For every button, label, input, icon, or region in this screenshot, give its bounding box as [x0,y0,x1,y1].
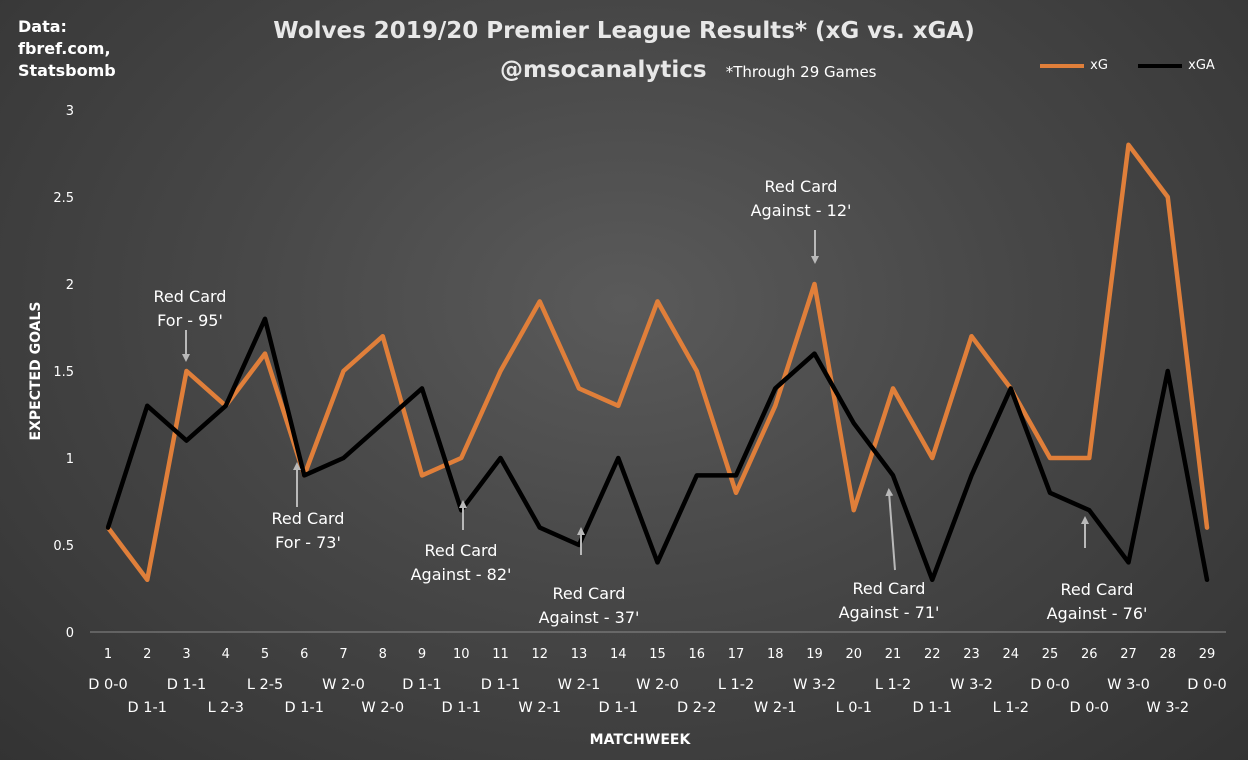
x-tick-label: 25 [1042,647,1059,662]
x-tick-label: 16 [688,647,705,662]
x-tick-label: 11 [492,647,509,662]
x-tick-label: 21 [885,647,902,662]
legend-swatch-xg [1040,63,1084,68]
result-label: W 2-0 [636,677,679,693]
result-label: D 0-0 [1030,677,1069,693]
x-tick-label: 20 [845,647,862,662]
x-tick-label: 24 [1002,647,1019,662]
annotation-line2: Against - 76' [1047,604,1148,623]
x-tick-label: 6 [300,647,308,662]
result-label: D 1-1 [128,700,167,716]
result-label: D 0-0 [88,677,127,693]
x-tick-label: 10 [453,647,470,662]
x-tick-label: 23 [963,647,980,662]
result-label: D 1-1 [167,677,206,693]
y-tick-label: 0.5 [53,539,74,554]
x-tick-label: 18 [767,647,784,662]
result-label: D 1-1 [402,677,441,693]
x-tick-label: 29 [1199,647,1216,662]
chart-subtitle: @msocanalytics [500,57,707,83]
annotation-line2: For - 95' [157,311,223,330]
y-tick-label: 1.5 [53,365,74,380]
annotation-line2: Against - 37' [539,608,640,627]
result-label: D 0-0 [1070,700,1109,716]
result-label: L 1-2 [875,677,911,693]
y-tick-label: 3 [66,104,74,119]
result-label: W 2-0 [322,677,365,693]
x-tick-label: 19 [806,647,823,662]
annotation-line2: Against - 82' [411,565,512,584]
result-label: D 1-1 [481,677,520,693]
annotation-line1: Red Card [425,541,498,560]
result-label: L 0-1 [836,700,872,716]
x-tick-label: 3 [182,647,190,662]
result-label: L 1-2 [993,700,1029,716]
series-line-xga [105,316,1210,583]
result-label: W 2-1 [754,700,797,716]
annotation-line1: Red Card [853,579,926,598]
x-tick-label: 15 [649,647,666,662]
result-label: W 3-2 [1146,700,1189,716]
result-label: W 3-2 [950,677,993,693]
x-tick-label: 8 [379,647,387,662]
legend-item-xg: xG [1040,58,1108,73]
source-note: Data: fbref.com, Statsbomb [18,17,116,80]
annotation-line1: Red Card [272,509,345,528]
y-tick-label: 0 [66,626,74,641]
annotation-line2: For - 73' [275,533,341,552]
x-tick-label: 27 [1120,647,1137,662]
x-tick-label: 26 [1081,647,1098,662]
chart-footnote: *Through 29 Games [725,63,877,81]
annotation-line2: Against - 12' [751,201,852,220]
annotation-line1: Red Card [765,177,838,196]
result-label: W 2-1 [558,677,601,693]
legend-item-xga: xGA [1138,58,1215,73]
annotation-line2: Against - 71' [839,603,940,622]
result-label: W 2-1 [518,700,561,716]
result-label: L 2-3 [208,700,244,716]
y-axis-label: EXPECTED GOALS [28,302,44,441]
x-tick-label: 1 [104,647,112,662]
x-tick-label: 7 [339,647,347,662]
x-tick-label: 13 [571,647,588,662]
result-label: D 0-0 [1187,677,1226,693]
result-label: D 1-1 [442,700,481,716]
annotation-line1: Red Card [553,584,626,603]
x-tick-label: 22 [924,647,941,662]
y-tick-label: 2.5 [53,191,74,206]
legend-label-xg: xG [1090,58,1108,73]
legend-swatch-xga [1138,63,1182,68]
subtitle-row: @msocanalytics *Through 29 Games [500,57,877,83]
x-tick-label: 4 [222,647,230,662]
result-label: D 1-1 [599,700,638,716]
x-tick-label: 17 [728,647,745,662]
x-tick-label: 9 [418,647,426,662]
result-label: D 1-1 [913,700,952,716]
chart-title: Wolves 2019/20 Premier League Results* (… [273,18,975,44]
annotation-line1: Red Card [154,287,227,306]
result-label: D 2-2 [677,700,716,716]
result-label: W 2-0 [361,700,404,716]
annotation-line1: Red Card [1061,580,1134,599]
x-axis-label: MATCHWEEK [590,732,692,748]
y-tick-label: 2 [66,278,74,293]
x-tick-label: 14 [610,647,627,662]
x-tick-label: 12 [531,647,548,662]
x-tick-label: 28 [1159,647,1176,662]
result-label: W 3-2 [793,677,836,693]
y-tick-label: 1 [66,452,74,467]
annotation-arrow [885,488,896,571]
legend-label-xga: xGA [1188,58,1215,73]
result-label: L 2-5 [247,677,283,693]
result-label: D 1-1 [285,700,324,716]
x-tick-label: 2 [143,647,151,662]
x-tick-label: 5 [261,647,269,662]
result-label: L 1-2 [718,677,754,693]
result-label: W 3-0 [1107,677,1150,693]
